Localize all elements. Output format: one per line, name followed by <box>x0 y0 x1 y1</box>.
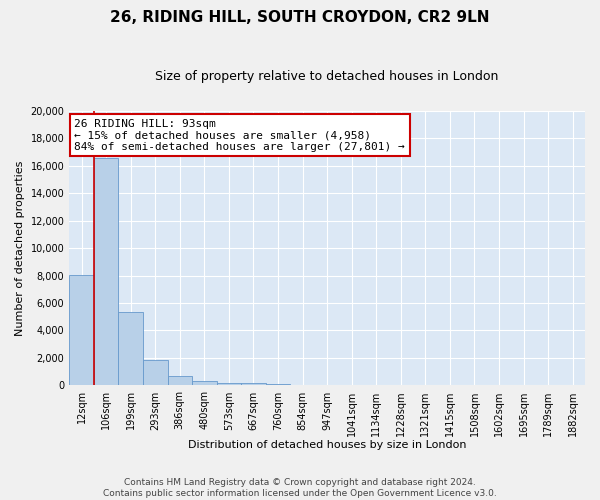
Bar <box>94 158 118 386</box>
Bar <box>143 360 167 386</box>
Title: Size of property relative to detached houses in London: Size of property relative to detached ho… <box>155 70 499 83</box>
Bar <box>217 382 241 386</box>
X-axis label: Distribution of detached houses by size in London: Distribution of detached houses by size … <box>188 440 466 450</box>
Bar <box>69 275 94 386</box>
Bar <box>192 381 217 386</box>
Text: 26, RIDING HILL, SOUTH CROYDON, CR2 9LN: 26, RIDING HILL, SOUTH CROYDON, CR2 9LN <box>110 10 490 25</box>
Text: Contains HM Land Registry data © Crown copyright and database right 2024.
Contai: Contains HM Land Registry data © Crown c… <box>103 478 497 498</box>
Bar <box>167 376 192 386</box>
Y-axis label: Number of detached properties: Number of detached properties <box>15 160 25 336</box>
Bar <box>241 383 266 386</box>
Bar <box>266 384 290 386</box>
Bar <box>118 312 143 386</box>
Text: 26 RIDING HILL: 93sqm
← 15% of detached houses are smaller (4,958)
84% of semi-d: 26 RIDING HILL: 93sqm ← 15% of detached … <box>74 119 405 152</box>
